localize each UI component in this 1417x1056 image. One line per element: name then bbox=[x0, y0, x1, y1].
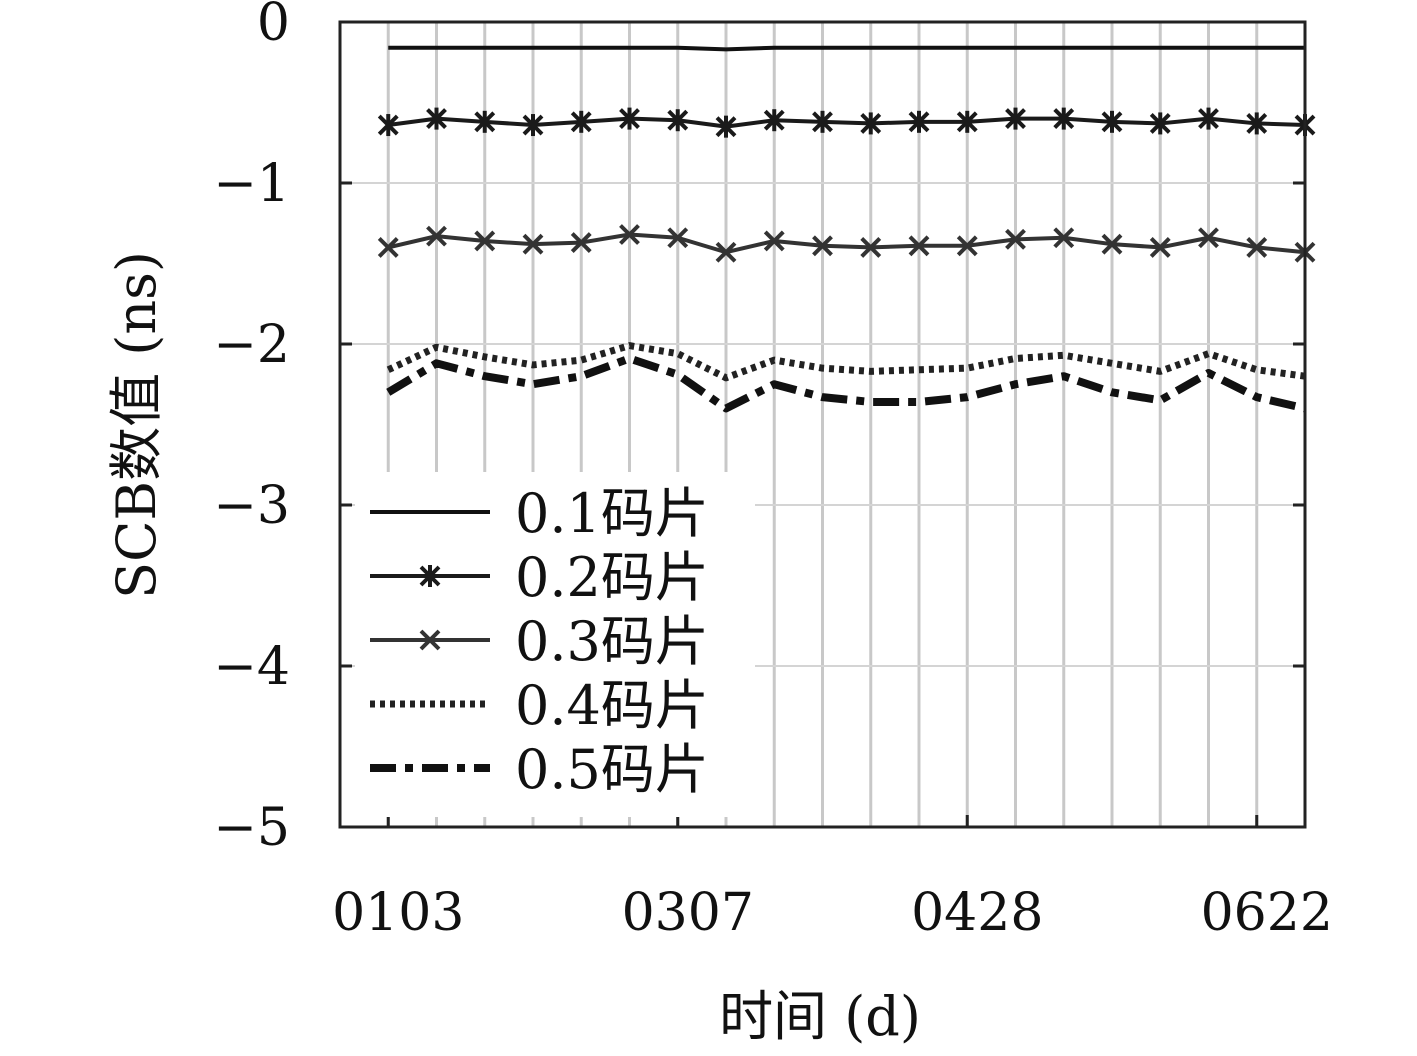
point-marker-stroke bbox=[522, 233, 544, 255]
series-line bbox=[386, 342, 1306, 382]
data-point bbox=[377, 114, 399, 137]
data-point bbox=[1149, 236, 1171, 258]
data-point bbox=[860, 236, 882, 258]
point-marker-stroke bbox=[419, 629, 441, 651]
data-point bbox=[1149, 112, 1171, 135]
data-point bbox=[1053, 227, 1075, 249]
point-marker-stroke bbox=[570, 232, 592, 253]
x-tick-label: 0103 bbox=[332, 883, 464, 943]
data-point bbox=[1101, 233, 1123, 255]
data-point bbox=[812, 110, 833, 133]
data-point bbox=[522, 114, 544, 137]
data-point bbox=[570, 232, 592, 253]
series-2 bbox=[377, 107, 1316, 138]
y-tick-label: −5 bbox=[213, 798, 290, 858]
point-marker-stroke bbox=[1149, 236, 1171, 258]
data-point bbox=[1005, 107, 1026, 130]
x-tick-label: 0307 bbox=[622, 883, 754, 943]
data-point bbox=[1198, 227, 1219, 249]
y-axis-title: SCB数值 (ns) bbox=[105, 251, 168, 599]
data-point bbox=[1246, 236, 1268, 258]
legend-label: 0.3码片 bbox=[515, 610, 709, 673]
point-marker-stroke bbox=[1005, 228, 1026, 250]
legend-entry: 0.5码片 bbox=[370, 738, 709, 801]
point-marker-stroke bbox=[860, 236, 882, 258]
point-marker-stroke bbox=[812, 235, 833, 257]
legend-box bbox=[355, 472, 755, 817]
x-tick-label: 0428 bbox=[911, 883, 1043, 943]
legend-entry: 0.4码片 bbox=[370, 674, 709, 737]
point-marker-stroke bbox=[763, 230, 785, 252]
legend-entry: 0.3码片 bbox=[370, 610, 709, 673]
data-point bbox=[619, 224, 640, 245]
data-point bbox=[619, 107, 640, 130]
point-marker-stroke bbox=[956, 235, 978, 257]
grid-lines bbox=[340, 21, 1307, 828]
data-point bbox=[908, 110, 930, 133]
series-lines bbox=[377, 45, 1316, 413]
point-marker-stroke bbox=[1053, 227, 1075, 249]
y-tick-label: 0 bbox=[257, 0, 290, 53]
data-point bbox=[763, 230, 785, 252]
data-point bbox=[956, 235, 978, 257]
y-tick-label: −4 bbox=[213, 637, 290, 697]
x-axis-ticks: 0103 0307 0428 0622 bbox=[332, 815, 1333, 943]
series-line bbox=[388, 45, 1305, 52]
data-point bbox=[570, 110, 592, 133]
legend-label: 0.2码片 bbox=[515, 546, 709, 609]
point-marker-stroke bbox=[426, 225, 447, 247]
y-tick-label: −1 bbox=[213, 154, 290, 214]
series-line bbox=[386, 354, 1306, 413]
plot-frame bbox=[338, 20, 1307, 829]
data-point bbox=[522, 233, 544, 255]
y-axis-ticks: 0 −1 −2 −3 −4 −5 bbox=[213, 0, 1305, 858]
legend-label: 0.4码片 bbox=[515, 674, 709, 737]
series-line bbox=[387, 116, 1306, 129]
legend-label: 0.1码片 bbox=[515, 482, 709, 545]
data-point bbox=[667, 227, 689, 249]
data-point bbox=[1053, 107, 1075, 130]
data-point bbox=[426, 225, 447, 247]
data-point bbox=[860, 112, 882, 135]
data-point bbox=[956, 110, 978, 133]
point-marker-stroke bbox=[377, 236, 399, 258]
legend-entry: 0.1码片 bbox=[370, 482, 709, 545]
point-marker-stroke bbox=[1198, 227, 1219, 249]
data-point bbox=[474, 230, 496, 252]
series-4 bbox=[386, 342, 1306, 382]
point-marker-stroke bbox=[619, 224, 640, 245]
x-tick-label: 0622 bbox=[1201, 883, 1333, 943]
series-1 bbox=[388, 45, 1305, 52]
point-marker-stroke bbox=[715, 241, 737, 263]
point-marker-stroke bbox=[474, 230, 496, 252]
data-point bbox=[377, 236, 399, 258]
series-3 bbox=[377, 224, 1316, 263]
data-point bbox=[1198, 107, 1219, 130]
data-point bbox=[715, 241, 737, 263]
point-marker-stroke bbox=[908, 235, 930, 257]
legend-label: 0.5码片 bbox=[515, 738, 709, 801]
data-point bbox=[474, 110, 496, 133]
data-point bbox=[908, 235, 930, 257]
point-marker-stroke bbox=[1101, 233, 1123, 255]
y-tick-label: −2 bbox=[213, 315, 290, 375]
point-marker-stroke bbox=[1246, 236, 1268, 258]
y-tick-label: −3 bbox=[213, 476, 290, 536]
series-5 bbox=[386, 354, 1306, 413]
data-point bbox=[763, 109, 785, 132]
point-marker-stroke bbox=[667, 227, 689, 249]
data-point bbox=[812, 235, 833, 257]
data-point bbox=[715, 115, 737, 138]
data-point bbox=[426, 107, 447, 130]
data-point bbox=[1246, 112, 1268, 135]
legend-entry: 0.2码片 bbox=[370, 546, 709, 609]
series-line bbox=[387, 232, 1306, 255]
data-point bbox=[1005, 228, 1026, 250]
x-axis-title: 时间 (d) bbox=[719, 985, 921, 1048]
data-point bbox=[667, 109, 689, 132]
data-point bbox=[1101, 110, 1123, 133]
